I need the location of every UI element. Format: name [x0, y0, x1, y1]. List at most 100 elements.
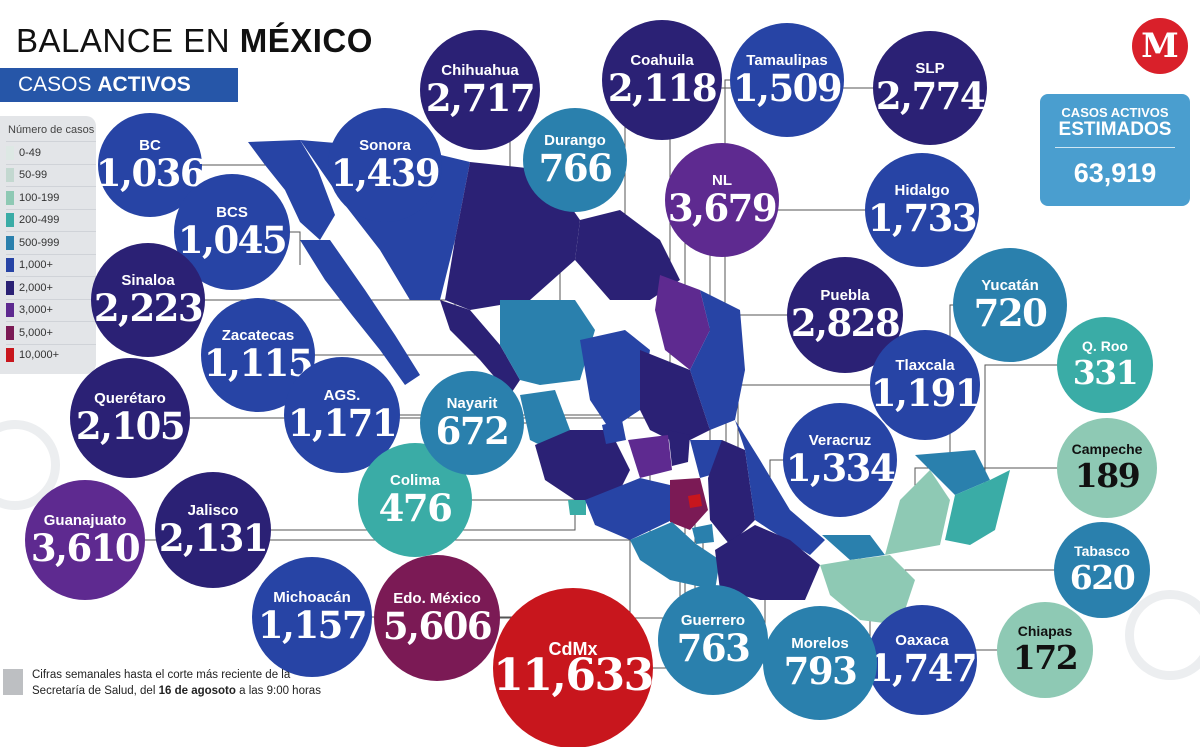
region-nl	[655, 275, 710, 370]
state-bubble-chiapas: Chiapas 172	[997, 602, 1093, 698]
state-value: 1,171	[287, 401, 398, 445]
state-bubble-coahuila: Coahuila 2,118	[602, 20, 722, 140]
state-bubble-morelos: Morelos 793	[763, 606, 877, 720]
region-guerrero	[630, 522, 720, 590]
state-bubble-guerrero: Guerrero 763	[658, 585, 768, 695]
state-name: Tamaulipas	[746, 52, 828, 69]
legend-item: 100-199	[6, 186, 96, 209]
state-bubble-guanajuato: Guanajuato 3,610	[25, 480, 145, 600]
state-bubble-durango: Durango 766	[523, 108, 627, 212]
legend-swatch	[6, 168, 14, 183]
note-line2: Secretaría de Salud, del 16 de agosoto a…	[32, 685, 321, 697]
legend-swatch	[6, 190, 14, 205]
state-value: 1,045	[177, 218, 288, 262]
region-ags	[602, 420, 626, 444]
legend-items: 0-49 50-99 100-199 200-499 500-999 1,000+ 2,00…	[6, 141, 96, 366]
note-line1: Cifras semanales hasta el corte más reci…	[32, 669, 291, 681]
region-nayarit	[520, 390, 570, 450]
state-name: Tlaxcala	[895, 357, 955, 374]
virus-decoration-left	[0, 420, 60, 510]
legend-item: 5,000+	[6, 321, 96, 344]
state-name: SLP	[915, 60, 945, 77]
region-guanajuato	[628, 435, 672, 478]
state-value: 1,439	[330, 151, 441, 195]
state-name: Chiapas	[1017, 623, 1073, 639]
state-bubble-sinaloa: Sinaloa 2,223	[91, 243, 205, 357]
region-slp	[640, 350, 710, 445]
page-title: BALANCE EN MÉXICO	[16, 22, 373, 59]
region-morelos	[692, 524, 714, 544]
region-jalisco	[535, 430, 630, 510]
legend-label: 5,000+	[19, 326, 53, 339]
state-name: Puebla	[820, 287, 870, 304]
legend-swatch	[6, 258, 14, 273]
state-bubble-campeche: Campeche 189	[1057, 418, 1157, 518]
legend-label: 10,000+	[19, 349, 60, 362]
legend-swatch	[6, 235, 14, 250]
state-value: 2,118	[607, 66, 718, 110]
estimate-value: 63,919	[1073, 158, 1157, 188]
state-bubble-tlaxcala: Tlaxcala 1,191	[870, 330, 981, 440]
legend-label: 2,000+	[19, 281, 53, 294]
region-durango	[500, 300, 595, 385]
state-bubble-oaxaca: Oaxaca 1,747	[867, 605, 978, 715]
legend-label: 0-49	[19, 146, 42, 159]
legend-item: 2,000+	[6, 276, 96, 299]
state-name: Jalisco	[187, 502, 239, 519]
state-name: Q. Roo	[1082, 338, 1128, 354]
state-bubble-edo-mexico: Edo. México 5,606	[374, 555, 500, 681]
page-subtitle: CASOS ACTIVOS	[0, 68, 238, 102]
state-name: Zacatecas	[221, 327, 295, 344]
state-value: 2,774	[875, 74, 986, 118]
state-bubble-jalisco: Jalisco 2,131	[155, 472, 271, 588]
state-value: 720	[973, 291, 1048, 335]
region-campeche	[885, 470, 950, 555]
state-value: 2,105	[75, 404, 186, 448]
legend-item: 10,000+	[6, 343, 96, 367]
region-colima	[568, 500, 586, 515]
state-name: Edo. México	[393, 590, 481, 607]
estimate-label-line2: ESTIMADOS	[1058, 119, 1172, 140]
legend-item: 3,000+	[6, 298, 96, 322]
state-name: Tabasco	[1074, 543, 1130, 559]
state-value: 1,747	[867, 646, 978, 690]
legend-swatch	[6, 303, 14, 318]
state-value: 2,131	[158, 516, 269, 560]
legend-label: 200-499	[19, 214, 60, 227]
state-value: 1,191	[870, 371, 981, 415]
state-name: Veracruz	[808, 432, 872, 449]
legend-label: 50-99	[19, 169, 48, 182]
state-bubble-tamaulipas: Tamaulipas 1,509	[730, 23, 844, 137]
state-value: 11,633	[493, 650, 654, 701]
state-name: BCS	[216, 204, 248, 221]
state-bubble-tabasco: Tabasco 620	[1054, 522, 1150, 618]
state-value: 763	[676, 626, 751, 670]
region-queretaro	[668, 430, 690, 466]
state-value: 3,610	[30, 526, 141, 570]
state-value: 1,509	[732, 66, 843, 110]
legend-item: 50-99	[6, 163, 96, 187]
region-zacatecas	[580, 330, 650, 430]
legend-swatch	[6, 213, 14, 228]
legend-label: 100-199	[19, 191, 60, 204]
state-name: Campeche	[1071, 441, 1143, 457]
state-bubble-q-roo: Q. Roo 331	[1057, 317, 1153, 413]
state-name: Chihuahua	[441, 62, 519, 79]
state-value: 172	[1012, 638, 1079, 677]
state-name: BC	[139, 137, 161, 154]
state-bubble-veracruz: Veracruz 1,334	[783, 403, 897, 517]
legend-label: 1,000+	[19, 259, 53, 272]
legend-item: 1,000+	[6, 253, 96, 277]
region-qroo	[945, 470, 1010, 545]
virus-decoration-right	[1125, 590, 1200, 680]
state-name: Michoacán	[273, 589, 351, 606]
state-value: 1,157	[257, 603, 368, 647]
region-edomex	[670, 478, 708, 530]
state-value: 476	[378, 486, 453, 530]
state-value: 2,223	[93, 286, 204, 330]
source-note: Cifras semanales hasta el corte más reci…	[32, 667, 321, 699]
state-name: AGS.	[323, 387, 361, 404]
state-value: 1,115	[203, 341, 314, 385]
legend: Número de casos 0-49 50-99 100-199 200-499 5…	[0, 116, 96, 374]
state-value: 620	[1069, 558, 1136, 597]
